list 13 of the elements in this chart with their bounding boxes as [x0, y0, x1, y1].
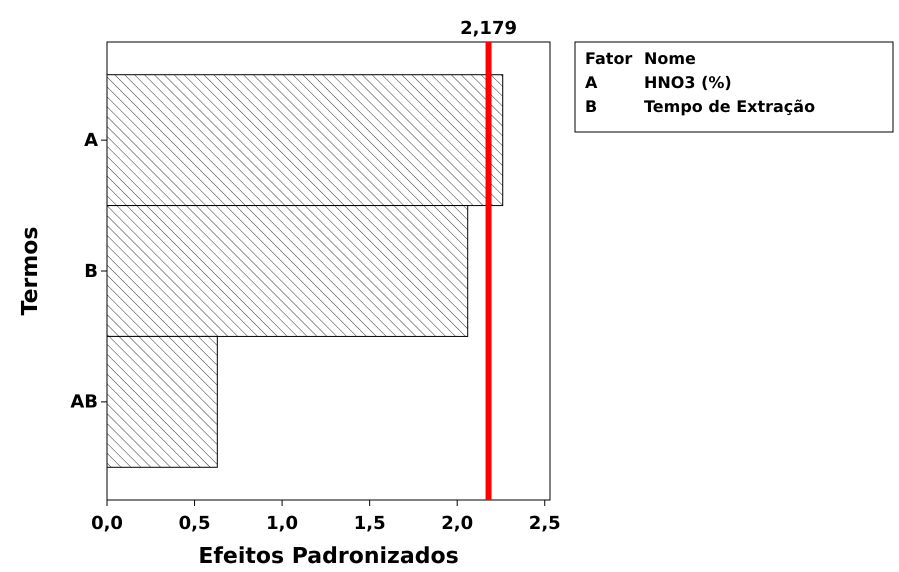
y-tick-label: AB [70, 392, 98, 413]
y-tick-label: B [84, 260, 98, 282]
factor-table: Fator Nome A HNO3 (%) B Tempo de Extração [574, 42, 894, 132]
y-axis-title: Termos [18, 226, 43, 316]
x-tick-label: 0,0 [91, 512, 123, 534]
x-tick-label: 2,5 [528, 512, 561, 534]
x-tick-label: 0,5 [178, 512, 210, 534]
x-axis-title: Efeitos Padronizados [198, 544, 459, 569]
x-tick-label: 2,0 [441, 512, 474, 534]
x-tick-label: 1,0 [266, 512, 298, 534]
ref-line-label: 2,179 [460, 18, 518, 39]
x-tick-label: 1,5 [354, 512, 386, 534]
y-tick-label: A [84, 130, 98, 151]
